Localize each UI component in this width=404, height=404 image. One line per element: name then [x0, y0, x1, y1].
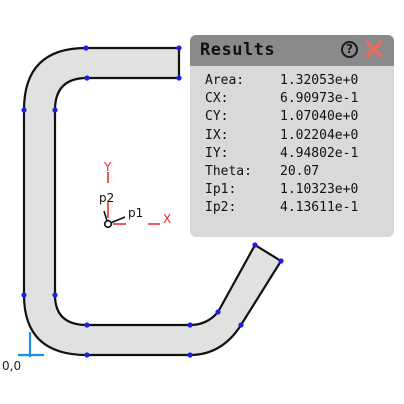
p2-label: p2 — [99, 191, 114, 205]
result-row-area: Area: 1.32053e+0 — [205, 72, 358, 90]
vertex-point[interactable] — [252, 242, 258, 248]
help-icon[interactable]: ? — [341, 41, 358, 58]
result-row-theta: Theta: 20.07 — [205, 163, 358, 181]
result-value: 6.90973e-1 — [280, 91, 359, 107]
result-value: 4.13611e-1 — [280, 200, 359, 216]
result-label: Theta: — [205, 163, 252, 179]
vertex-point[interactable] — [238, 322, 244, 328]
vertex-point[interactable] — [52, 292, 58, 298]
vertex-point[interactable] — [187, 322, 193, 328]
vertex-point[interactable] — [52, 107, 58, 113]
result-label: Area: — [205, 73, 245, 88]
results-list: Area: 1.32053e+0 CX: 6.90973e-1 CY: 1.07… — [205, 72, 358, 218]
vertex-point[interactable] — [176, 75, 182, 81]
result-label: IY: — [205, 145, 229, 161]
x-axis-label: X — [163, 212, 171, 226]
result-row-ip2: Ip2: 4.13611e-1 — [205, 199, 358, 217]
vertex-point[interactable] — [21, 107, 27, 113]
y-axis-label: Y — [103, 160, 112, 174]
result-row-ix: IX: 1.02204e+0 — [205, 127, 358, 145]
result-label: CX: — [205, 91, 229, 107]
vertex-point[interactable] — [84, 352, 90, 358]
result-label: CY: — [205, 109, 229, 125]
result-value: 4.94802e-1 — [280, 145, 359, 161]
result-row-cy: CY: 1.07040e+0 — [205, 108, 358, 126]
result-value: 1.10323e+0 — [280, 182, 359, 198]
result-value: 1.32053e+0 — [280, 73, 359, 88]
vertex-point[interactable] — [84, 75, 90, 81]
result-value: 1.07040e+0 — [280, 109, 359, 125]
vertex-point[interactable] — [187, 352, 193, 358]
result-label: IX: — [205, 127, 229, 143]
vertex-point[interactable] — [176, 45, 182, 51]
result-label: Ip1: — [205, 182, 237, 198]
origin-axes-icon — [18, 332, 44, 357]
vertex-points[interactable] — [21, 45, 284, 358]
principal-axes-icon — [103, 172, 160, 229]
result-row-cx: CX: 6.90973e-1 — [205, 90, 358, 108]
result-row-ip1: Ip1: 1.10323e+0 — [205, 181, 358, 199]
result-value: 20.07 — [280, 163, 320, 179]
results-title: Results — [200, 40, 276, 60]
vertex-point[interactable] — [215, 309, 221, 315]
vertex-point[interactable] — [84, 322, 90, 328]
result-label: Ip2: — [205, 200, 237, 216]
result-value: 1.02204e+0 — [280, 127, 359, 143]
vertex-point[interactable] — [83, 45, 89, 51]
p1-label: p1 — [128, 206, 143, 220]
vertex-point[interactable] — [278, 258, 284, 264]
results-panel[interactable]: Results ? Area: 1.32053e+0 CX: 6.90973e-… — [190, 35, 394, 237]
vertex-point[interactable] — [21, 292, 27, 298]
close-icon[interactable] — [364, 39, 384, 59]
result-row-iy: IY: 4.94802e-1 — [205, 145, 358, 163]
results-header[interactable]: Results ? — [190, 35, 394, 66]
origin-label: 0,0 — [2, 359, 21, 373]
